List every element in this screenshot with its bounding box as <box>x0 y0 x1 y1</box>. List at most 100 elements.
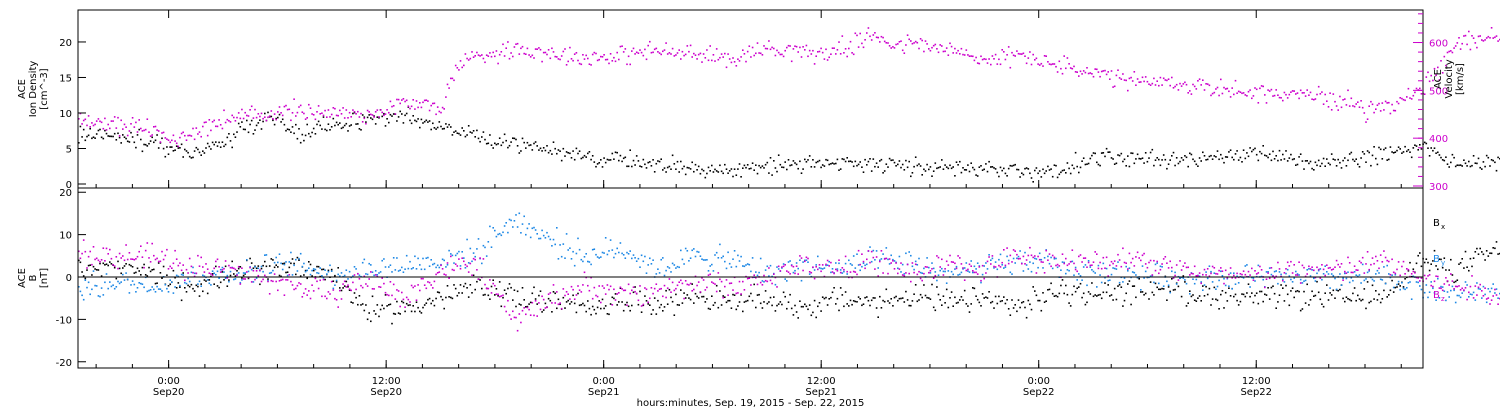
data-point <box>1296 274 1299 276</box>
data-point <box>1304 95 1307 97</box>
data-point <box>1427 261 1429 264</box>
data-point <box>608 288 610 291</box>
data-point <box>764 163 767 166</box>
data-point <box>1019 53 1021 55</box>
data-point <box>1468 269 1470 272</box>
data-point <box>303 292 305 295</box>
data-point <box>1448 284 1450 286</box>
data-point <box>1454 285 1457 288</box>
data-point <box>1484 293 1486 296</box>
data-point <box>1001 169 1003 172</box>
data-point <box>906 299 909 301</box>
data-point <box>1030 308 1033 311</box>
data-point <box>742 167 744 169</box>
data-point <box>1394 286 1397 289</box>
data-point <box>438 271 441 273</box>
data-point <box>423 99 426 102</box>
data-point <box>877 36 879 39</box>
data-point <box>1073 262 1075 265</box>
data-point <box>143 286 145 289</box>
data-point <box>897 43 899 45</box>
data-point <box>1254 87 1256 89</box>
data-point <box>870 250 873 253</box>
data-point <box>1084 257 1087 259</box>
data-point <box>681 302 684 304</box>
data-point <box>122 134 124 136</box>
data-point <box>1404 99 1406 102</box>
data-point <box>874 268 876 270</box>
data-point <box>405 254 408 257</box>
data-point <box>629 63 631 66</box>
data-point <box>1019 257 1021 260</box>
data-point <box>1260 269 1263 271</box>
data-point <box>972 287 974 289</box>
data-point <box>714 254 716 256</box>
data-point <box>1082 257 1085 259</box>
data-point <box>316 123 318 126</box>
data-point <box>812 311 814 314</box>
data-point <box>639 266 641 268</box>
data-point <box>441 298 444 301</box>
data-point <box>712 54 715 56</box>
data-point <box>1242 293 1245 296</box>
data-point <box>172 262 175 265</box>
data-point <box>87 255 90 258</box>
data-point <box>549 57 552 60</box>
data-point <box>399 305 401 308</box>
data-point <box>1192 273 1194 275</box>
data-point <box>578 150 581 152</box>
data-point <box>1448 269 1450 271</box>
data-point <box>239 117 242 120</box>
data-point <box>1019 176 1021 178</box>
data-point <box>598 58 600 61</box>
data-point <box>299 252 302 255</box>
data-point <box>970 303 972 305</box>
data-point <box>1047 259 1049 261</box>
data-point <box>306 269 308 272</box>
data-point <box>1097 294 1100 296</box>
data-point <box>430 104 432 107</box>
data-point <box>174 286 176 288</box>
data-point <box>665 289 667 292</box>
data-point <box>175 274 178 277</box>
data-point <box>611 152 614 155</box>
data-point <box>370 320 372 323</box>
data-point <box>1004 172 1007 175</box>
data-point <box>1332 93 1335 95</box>
data-point <box>830 163 832 165</box>
data-point <box>1185 83 1188 86</box>
data-point <box>363 117 366 120</box>
data-point <box>1273 158 1276 160</box>
data-point <box>1311 167 1313 170</box>
data-point <box>1135 256 1137 258</box>
by-series <box>78 212 1500 304</box>
data-point <box>761 54 764 56</box>
data-point <box>582 156 584 159</box>
data-point <box>215 141 217 143</box>
data-point <box>89 250 91 253</box>
data-point <box>1453 47 1455 49</box>
data-point <box>769 264 772 267</box>
data-point <box>1167 163 1170 165</box>
data-point <box>171 267 173 269</box>
data-point <box>1443 159 1446 162</box>
data-point <box>538 302 540 304</box>
data-point <box>180 299 183 302</box>
data-point <box>1030 63 1033 66</box>
data-point <box>999 63 1002 66</box>
data-point <box>1469 165 1472 168</box>
data-point <box>919 271 922 274</box>
data-point <box>1410 156 1413 159</box>
data-point <box>143 143 145 146</box>
data-point <box>691 283 693 285</box>
data-point <box>365 304 367 306</box>
data-point <box>562 243 565 245</box>
data-point <box>854 32 857 35</box>
data-point <box>112 284 114 286</box>
data-point <box>381 111 383 114</box>
data-point <box>795 311 798 313</box>
data-point <box>148 131 150 133</box>
data-point <box>1048 253 1051 255</box>
data-point <box>1345 272 1348 274</box>
data-point <box>1353 265 1356 267</box>
